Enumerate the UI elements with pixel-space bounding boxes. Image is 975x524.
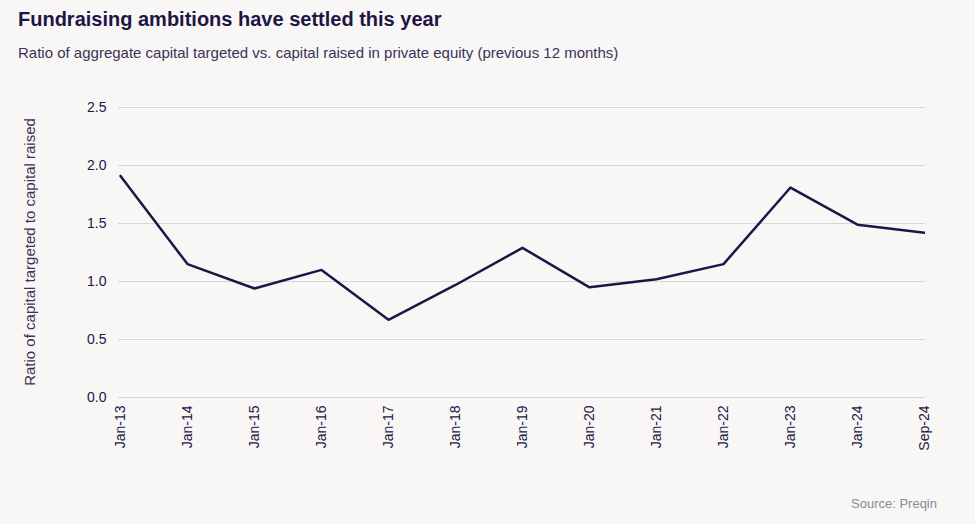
svg-text:Jan-18: Jan-18 xyxy=(447,405,463,448)
svg-text:1.0: 1.0 xyxy=(87,273,107,289)
svg-text:Jan-21: Jan-21 xyxy=(648,405,664,448)
svg-text:0.0: 0.0 xyxy=(87,389,107,405)
svg-text:Jan-19: Jan-19 xyxy=(514,405,530,448)
svg-text:Jan-22: Jan-22 xyxy=(715,405,731,448)
html-text:Source: Preqin: Source: Preqin xyxy=(851,496,937,511)
svg-text:Jan-20: Jan-20 xyxy=(581,405,597,448)
html-text:Ratio of capital targeted to c: Ratio of capital targeted to capital rai… xyxy=(21,118,38,386)
svg-text:2.5: 2.5 xyxy=(87,99,107,115)
html-text:Fundraising ambitions have set: Fundraising ambitions have settled this … xyxy=(18,8,442,30)
svg-text:Sep-24: Sep-24 xyxy=(916,405,932,450)
svg-text:Jan-24: Jan-24 xyxy=(849,405,865,448)
svg-text:Jan-13: Jan-13 xyxy=(112,405,128,448)
svg-text:2.0: 2.0 xyxy=(87,157,107,173)
svg-text:Jan-16: Jan-16 xyxy=(313,405,329,448)
svg-text:Jan-14: Jan-14 xyxy=(179,405,195,448)
svg-text:1.5: 1.5 xyxy=(87,215,107,231)
html-text:Ratio of aggregate capital tar: Ratio of aggregate capital targeted vs. … xyxy=(18,44,619,61)
svg-text:Jan-23: Jan-23 xyxy=(782,405,798,448)
svg-text:Jan-17: Jan-17 xyxy=(380,405,396,448)
svg-text:Jan-15: Jan-15 xyxy=(246,405,262,448)
svg-text:0.5: 0.5 xyxy=(87,331,107,347)
